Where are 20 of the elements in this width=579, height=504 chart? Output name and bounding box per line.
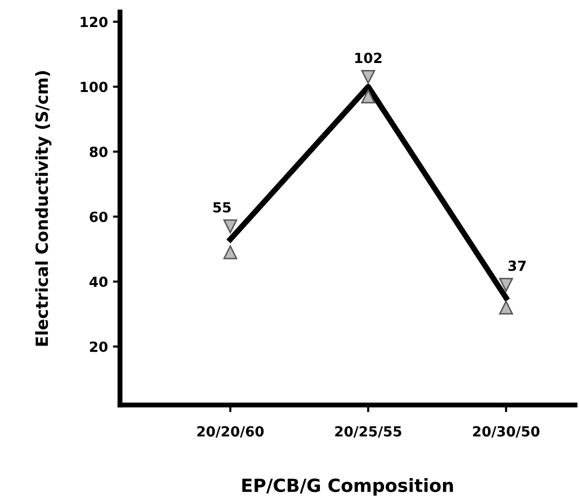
y-tick-label: 120 [80, 16, 108, 28]
point [499, 300, 514, 315]
y-tick-label: 80 [90, 146, 108, 158]
point [361, 70, 376, 84]
annotation: 55 [213, 202, 231, 213]
point [499, 278, 514, 292]
x-tick-label: 20/25/55 [335, 426, 402, 438]
annotation: 102 [355, 52, 382, 64]
y-axis-title: Electrical Conductivity (S/cm) [35, 71, 52, 346]
annotation: 37 [508, 260, 526, 272]
y-tick-label: 40 [89, 276, 108, 288]
y-tick-label: 100 [80, 82, 108, 92]
point [223, 219, 238, 234]
y-tick-label: 60 [90, 212, 108, 222]
y-tick-label: 20 [90, 342, 108, 352]
x-tick-label: 20/20/60 [197, 426, 264, 438]
x-axis-title: EP/CB/G Composition [242, 478, 453, 496]
x-tick-label: 20/30/50 [473, 426, 540, 438]
point [361, 90, 376, 104]
point [223, 245, 238, 260]
